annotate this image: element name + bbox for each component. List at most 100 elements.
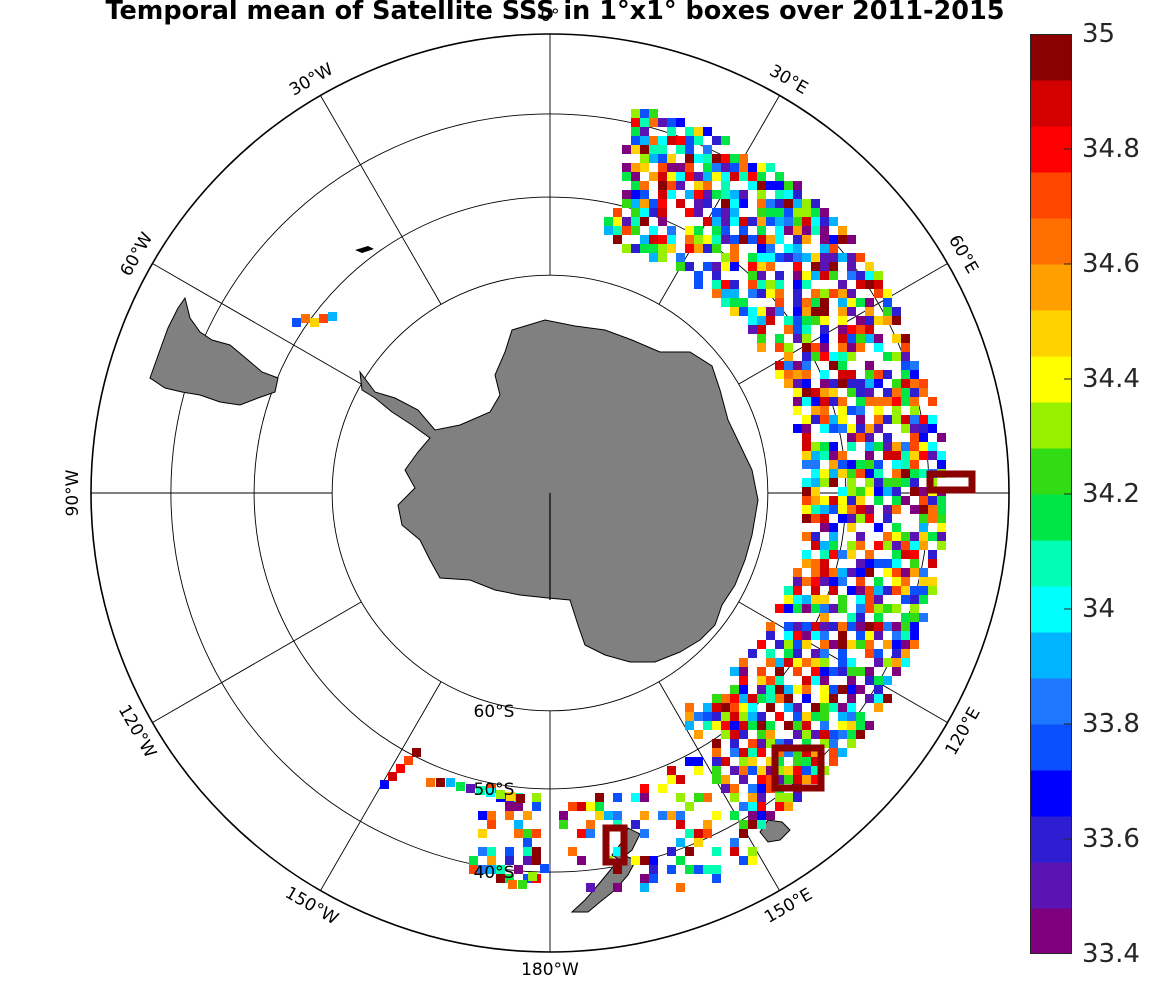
sss-cell [757, 721, 766, 730]
sss-cell [748, 235, 757, 244]
sss-cell [640, 235, 649, 244]
sss-cell [865, 397, 874, 406]
sss-cell [766, 280, 775, 289]
sss-cell [766, 253, 775, 262]
sss-cell [667, 811, 676, 820]
sss-cell [748, 307, 757, 316]
sss-cell [757, 289, 766, 298]
sss-cell [757, 640, 766, 649]
sss-cell [802, 370, 811, 379]
sss-cell [775, 370, 784, 379]
sss-cell [703, 793, 712, 802]
sss-cell [919, 442, 928, 451]
sss-cell [793, 271, 802, 280]
sss-cell [901, 613, 910, 622]
sss-cell [793, 370, 802, 379]
sss-cell [802, 532, 811, 541]
sss-cell [874, 469, 883, 478]
sss-cell [802, 658, 811, 667]
sss-cell [487, 847, 496, 856]
sss-cell [784, 775, 793, 784]
sss-cell [910, 604, 919, 613]
sss-cell [901, 532, 910, 541]
sss-cell [811, 505, 820, 514]
sss-cell [766, 784, 775, 793]
sss-cell [793, 190, 802, 199]
sss-cell [874, 676, 883, 685]
sss-cell [793, 622, 802, 631]
sss-cell [820, 550, 829, 559]
sss-cell [847, 640, 856, 649]
sss-cell [838, 226, 847, 235]
sss-cell [811, 271, 820, 280]
sss-cell [487, 865, 496, 874]
sss-cell [793, 181, 802, 190]
sss-cell [319, 314, 328, 323]
sss-cell [739, 829, 748, 838]
south-america-tip [149, 296, 279, 406]
sss-cell [775, 298, 784, 307]
sss-cell [676, 181, 685, 190]
sss-cell [820, 451, 829, 460]
sss-cell [793, 208, 802, 217]
sss-cell [649, 874, 658, 883]
sss-cell [775, 658, 784, 667]
sss-cell [856, 334, 865, 343]
sss-cell [856, 568, 865, 577]
sss-cell [847, 694, 856, 703]
sss-cell [757, 262, 766, 271]
sss-cell [883, 352, 892, 361]
sss-cell [811, 262, 820, 271]
sss-cell [766, 730, 775, 739]
sss-cell [703, 172, 712, 181]
sss-cell [865, 370, 874, 379]
sss-cell [766, 289, 775, 298]
sss-cell [874, 316, 883, 325]
sss-cell [883, 541, 892, 550]
sss-cell [883, 676, 892, 685]
sss-cell [820, 514, 829, 523]
sss-cell [694, 838, 703, 847]
meridian-label: 150°E [761, 885, 816, 928]
sss-cell [748, 739, 757, 748]
sss-cell [622, 199, 631, 208]
sss-cell [676, 262, 685, 271]
sss-cell [703, 865, 712, 874]
sss-cell [532, 793, 541, 802]
sss-cell [748, 748, 757, 757]
sss-cell [919, 496, 928, 505]
sss-cell [748, 811, 757, 820]
sss-cell [820, 334, 829, 343]
sss-cell [631, 190, 640, 199]
sss-cell [811, 460, 820, 469]
sss-cell [811, 442, 820, 451]
sss-cell [847, 235, 856, 244]
sss-cell [577, 856, 586, 865]
sss-cell [829, 262, 838, 271]
sss-cell [820, 298, 829, 307]
sss-cell [829, 703, 838, 712]
sss-cell [775, 793, 784, 802]
sss-cell [838, 352, 847, 361]
sss-cell [937, 451, 946, 460]
colorbar-segment [1030, 632, 1072, 679]
sss-cell [784, 226, 793, 235]
sss-cell [847, 622, 856, 631]
sss-cell [775, 199, 784, 208]
sss-cell [748, 820, 757, 829]
sss-cell [937, 496, 946, 505]
sss-cell [775, 739, 784, 748]
sss-cell [820, 235, 829, 244]
sss-cell [838, 469, 847, 478]
sss-cell [811, 415, 820, 424]
sss-cell [874, 460, 883, 469]
sss-cell [739, 163, 748, 172]
sss-cell [865, 280, 874, 289]
sss-cell [748, 721, 757, 730]
sss-cell [703, 199, 712, 208]
sss-cell [856, 406, 865, 415]
sss-cell [469, 865, 478, 874]
sss-cell [847, 343, 856, 352]
sss-cell [784, 181, 793, 190]
sss-cell [838, 397, 847, 406]
